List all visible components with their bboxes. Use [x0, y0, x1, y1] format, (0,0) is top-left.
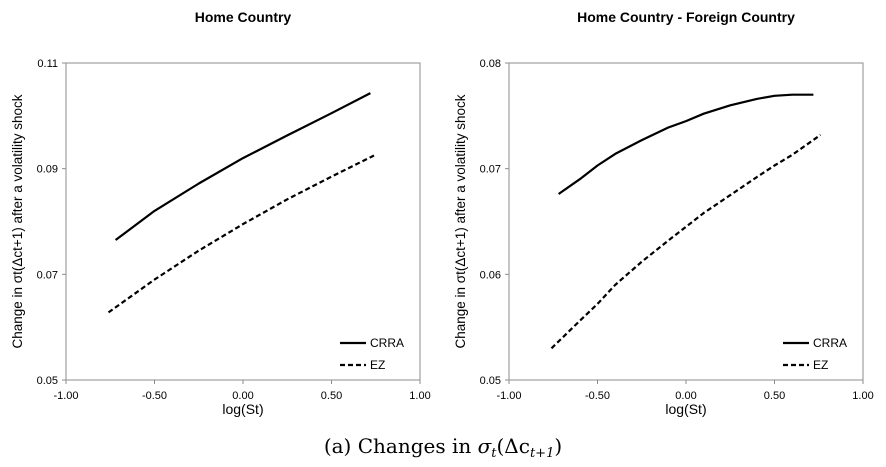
caption-close: ): [554, 434, 563, 458]
x-tick-label: 0.50: [321, 390, 342, 402]
y-axis-label: Change in σt(Δct+1) after a volatility s…: [453, 94, 468, 348]
caption-arg-sub: t+1: [529, 446, 555, 461]
x-tick-label: -0.50: [142, 390, 167, 402]
y-tick-label: 0.08: [480, 58, 501, 70]
x-tick-label: 1.00: [409, 390, 430, 402]
chart-title: Home Country - Foreign Country: [577, 9, 795, 25]
caption-sigma-sub: t: [491, 446, 497, 461]
chart-home-minus-foreign: Home Country - Foreign Country 0.05 0.06 0.…: [453, 9, 874, 417]
x-tick-label: -1.00: [53, 390, 78, 402]
series-line-ez: [550, 134, 822, 350]
legend-label: CRRA: [370, 336, 404, 350]
y-tick-label: 0.05: [37, 375, 58, 387]
y-tick-label: 0.09: [37, 164, 58, 176]
legend-label: EZ: [370, 358, 385, 372]
plot-area-frame: [508, 62, 864, 381]
chart-home-country: Home Country 0.05 0.07 0.09 0.11 -1.00 -0.50 0.…: [10, 9, 431, 417]
caption-label: (a) Changes in: [323, 434, 478, 458]
chart-panel-home-foreign: Home Country - Foreign Country 0.05 0.06 0.…: [443, 0, 886, 430]
series-line-crra: [557, 93, 814, 195]
y-tick-label: 0.07: [480, 164, 501, 176]
x-tick-label: -0.50: [585, 390, 610, 402]
chart-title: Home Country: [195, 9, 292, 25]
y-tick-label: 0.07: [37, 269, 58, 281]
y-axis-label: Change in σt(Δct+1) after a volatility s…: [10, 94, 25, 348]
legend-label: CRRA: [813, 336, 847, 350]
plot-area-frame: [65, 62, 421, 381]
series-line-crra: [114, 92, 371, 241]
x-tick-label: 0.00: [675, 390, 696, 402]
x-tick-label: -1.00: [496, 390, 521, 402]
x-tick-label: 0.50: [764, 390, 785, 402]
x-axis-label: log(St): [222, 401, 263, 417]
y-tick-label: 0.06: [480, 269, 501, 281]
chart-panel-home: Home Country 0.05 0.07 0.09 0.11 -1.00 -0.50 0.…: [0, 0, 443, 430]
series-line-ez: [107, 154, 375, 314]
y-tick-label: 0.11: [37, 58, 58, 70]
x-axis-label: log(St): [665, 401, 706, 417]
x-tick-label: 0.00: [232, 390, 253, 402]
caption-sigma: σ: [477, 434, 492, 458]
caption-arg: (Δc: [496, 434, 530, 458]
x-tick-label: 1.00: [852, 390, 873, 402]
figure-caption: (a) Changes in σt(Δct+1): [0, 434, 886, 461]
legend-label: EZ: [813, 358, 828, 372]
y-tick-label: 0.05: [480, 375, 501, 387]
